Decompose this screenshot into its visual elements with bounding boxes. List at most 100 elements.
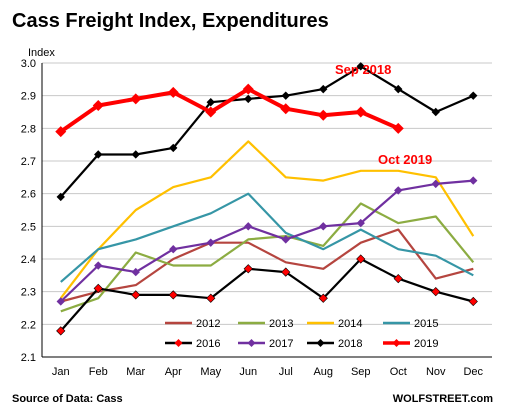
- y-tick-labels: 2.1 2.2 2.3 2.4 2.5 2.6 2.7 2.8 2.9 3.0: [21, 58, 36, 364]
- site-credit: WOLFSTREET.com: [393, 393, 493, 405]
- data-point: [355, 106, 367, 118]
- x-tick-label: Nov: [426, 366, 446, 378]
- chart-title: Cass Freight Index, Expenditures: [12, 10, 329, 32]
- data-point: [131, 150, 140, 159]
- y-tick-label: 2.5: [21, 221, 36, 233]
- data-point: [244, 94, 253, 104]
- x-tick-label: Sep: [351, 366, 371, 378]
- x-tick-label: Apr: [165, 366, 182, 378]
- data-point: [169, 245, 178, 254]
- data-point: [56, 326, 66, 336]
- x-tick-label: Dec: [463, 366, 483, 378]
- x-tick-label: Mar: [126, 366, 145, 378]
- y-axis-label: Index: [28, 47, 55, 59]
- legend-item-2014: 2014: [307, 318, 362, 330]
- data-point: [431, 287, 441, 297]
- data-point: [131, 267, 140, 277]
- series-2017: [56, 176, 478, 306]
- x-tick-label: Jun: [239, 366, 257, 378]
- legend-label: 2019: [414, 338, 438, 350]
- data-point: [55, 126, 67, 138]
- x-tick-label: Feb: [89, 366, 108, 378]
- y-tick-label: 2.4: [21, 254, 36, 266]
- series-line-2018: [59, 65, 474, 198]
- y-tick-label: 2.2: [21, 319, 36, 331]
- data-point: [281, 91, 290, 100]
- data-point: [169, 143, 178, 153]
- legend-marker: [174, 339, 183, 347]
- data-point: [356, 62, 365, 71]
- legend-marker: [316, 339, 325, 347]
- series-2014: [59, 140, 475, 299]
- data-point: [93, 283, 103, 294]
- x-tick-labels: Jan Feb Mar Apr May Jun Jul Aug Sep Oct Nov Dec: [52, 366, 484, 378]
- legend-label: 2018: [338, 338, 362, 350]
- data-point: [280, 103, 292, 115]
- data-point: [242, 83, 254, 95]
- legend: 2012 2013 2014 2015 2016 2017 2018 2019: [165, 318, 438, 350]
- data-point: [469, 91, 478, 100]
- data-point: [131, 290, 141, 300]
- data-point: [206, 238, 215, 247]
- data-point: [319, 222, 328, 231]
- annotation-oct-2019: Oct 2019: [378, 152, 432, 167]
- data-point: [468, 296, 478, 307]
- legend-marker: [392, 339, 401, 347]
- legend-marker: [247, 339, 256, 347]
- data-point: [167, 86, 179, 98]
- data-point: [317, 109, 329, 121]
- y-tick-label: 2.1: [21, 352, 36, 364]
- data-point: [281, 235, 290, 244]
- data-point: [130, 93, 142, 105]
- series-lines: [55, 62, 478, 336]
- x-tick-label: May: [200, 366, 221, 378]
- y-tick-label: 2.7: [21, 156, 36, 168]
- series-2015: [60, 192, 474, 283]
- data-point: [206, 293, 216, 303]
- data-point: [392, 122, 404, 134]
- data-point: [393, 273, 403, 284]
- series-line-2014: [59, 140, 475, 299]
- source-note: Source of Data: Cass: [12, 393, 123, 405]
- series-line-2013: [60, 202, 475, 313]
- legend-item-2015: 2015: [383, 318, 438, 330]
- annotation-sep-2018: Sep 2018: [335, 62, 391, 77]
- series-line-2017: [60, 179, 474, 303]
- series-line-2019: [59, 87, 400, 134]
- legend-item-2019: 2019: [383, 338, 438, 350]
- data-point: [244, 222, 253, 231]
- series-line-2016: [59, 257, 474, 332]
- data-point: [431, 107, 440, 117]
- series-2018: [56, 62, 478, 202]
- x-tick-label: Oct: [390, 366, 407, 378]
- data-point: [394, 84, 403, 94]
- data-point: [56, 192, 65, 202]
- y-tick-label: 2.6: [21, 189, 36, 201]
- x-tick-label: Jan: [52, 366, 70, 378]
- series-2012: [60, 228, 474, 303]
- data-point: [356, 254, 366, 264]
- series-line-2015: [60, 192, 474, 283]
- data-point: [356, 218, 365, 228]
- legend-item-2017: 2017: [238, 338, 293, 350]
- data-point: [469, 176, 478, 185]
- x-tick-label: Jul: [279, 366, 293, 378]
- series-line-2012: [60, 228, 474, 303]
- legend-label: 2017: [269, 338, 293, 350]
- data-point: [318, 293, 328, 303]
- data-point: [205, 106, 217, 118]
- legend-item-2012: 2012: [165, 318, 220, 330]
- legend-item-2013: 2013: [238, 318, 293, 330]
- legend-item-2016: 2016: [165, 338, 220, 350]
- series-2013: [60, 202, 475, 313]
- data-point: [94, 150, 103, 159]
- y-tick-label: 2.3: [21, 287, 36, 299]
- gridlines: [41, 62, 492, 358]
- data-point: [206, 98, 215, 107]
- data-point: [168, 290, 178, 300]
- data-point: [94, 261, 103, 270]
- data-point: [394, 186, 403, 195]
- data-point: [431, 179, 440, 189]
- legend-item-2018: 2018: [307, 338, 362, 350]
